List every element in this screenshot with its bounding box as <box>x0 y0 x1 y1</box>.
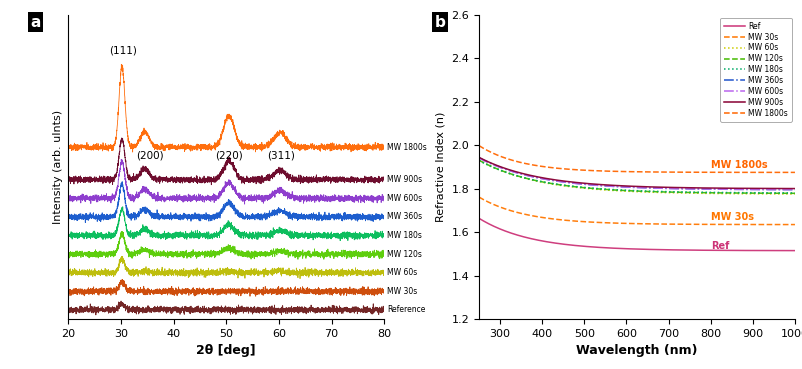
Text: MW 600s: MW 600s <box>387 194 421 203</box>
Text: MW 30s: MW 30s <box>387 287 416 296</box>
Legend: Ref, MW 30s, MW 60s, MW 120s, MW 180s, MW 360s, MW 600s, MW 900s, MW 1800s: Ref, MW 30s, MW 60s, MW 120s, MW 180s, M… <box>719 18 791 122</box>
Text: (200): (200) <box>136 151 164 161</box>
Text: a: a <box>30 15 41 30</box>
Text: b: b <box>434 15 445 30</box>
Text: MW 120s: MW 120s <box>387 250 421 259</box>
Text: MW 1800s: MW 1800s <box>387 143 426 152</box>
Text: (111): (111) <box>110 45 137 55</box>
Y-axis label: Intensity (arb. uInts): Intensity (arb. uInts) <box>53 110 63 224</box>
Text: MW 30s: MW 30s <box>710 212 753 222</box>
X-axis label: 2θ [deg]: 2θ [deg] <box>196 345 256 358</box>
Text: MW 360s: MW 360s <box>387 212 421 221</box>
Text: (220): (220) <box>215 151 242 161</box>
Y-axis label: Refractive Index (n): Refractive Index (n) <box>435 112 445 222</box>
Text: MW 60s: MW 60s <box>387 268 416 277</box>
Text: MW 1800s: MW 1800s <box>710 160 767 170</box>
Text: (311): (311) <box>267 151 295 161</box>
Text: Reference: Reference <box>387 305 425 314</box>
X-axis label: Wavelength (nm): Wavelength (nm) <box>576 345 697 358</box>
Text: MW 900s: MW 900s <box>387 175 421 184</box>
Text: Ref: Ref <box>710 241 728 251</box>
Text: MW 180s: MW 180s <box>387 231 421 240</box>
